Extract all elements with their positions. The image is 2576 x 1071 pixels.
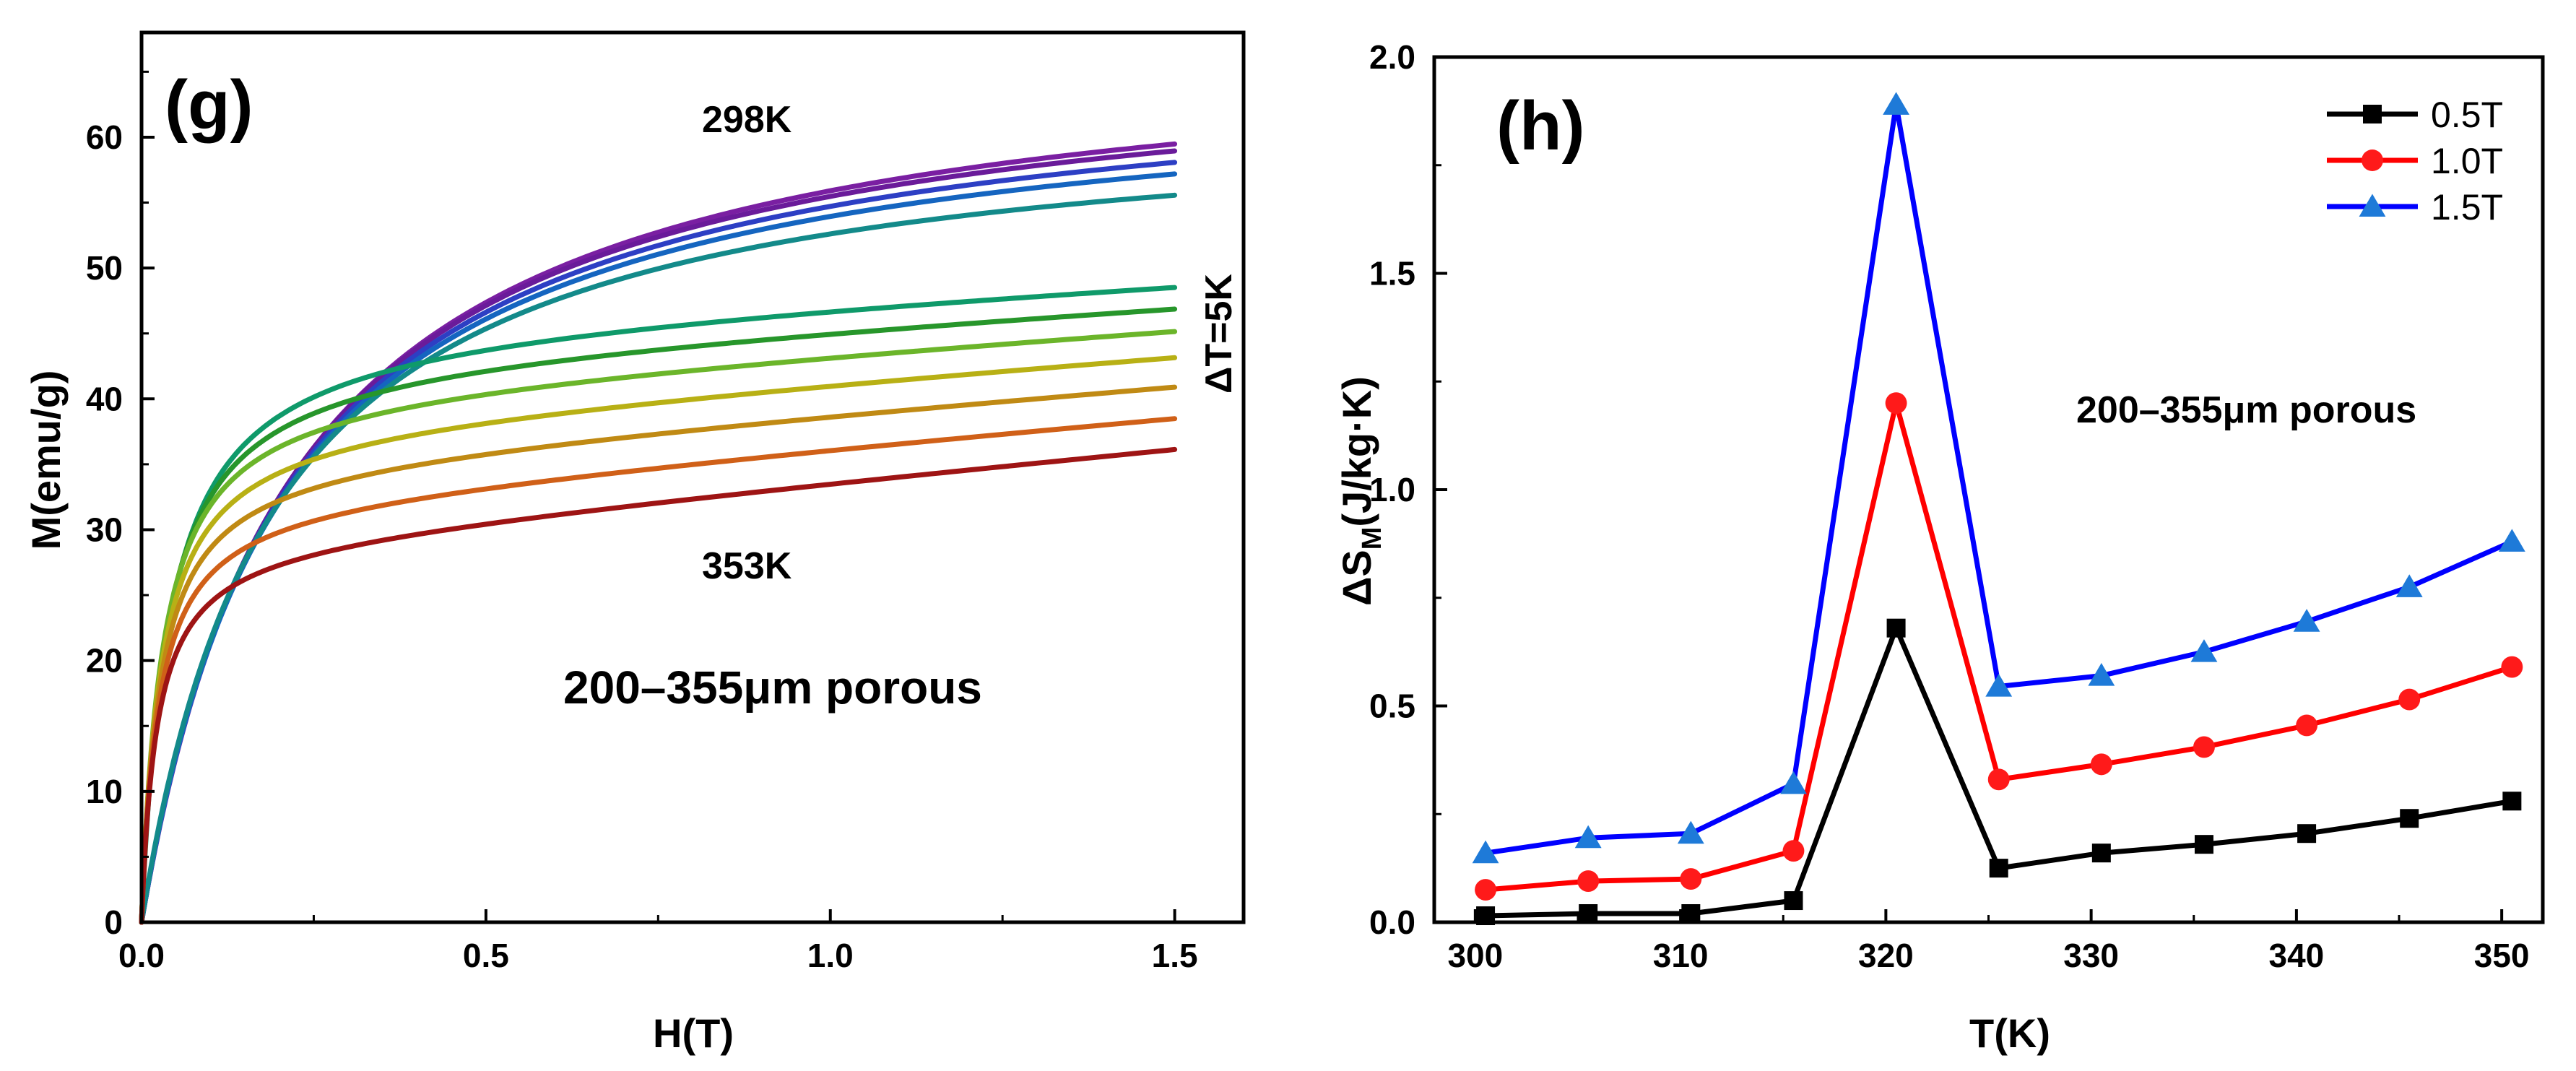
h-marker-1.5T bbox=[1985, 673, 2013, 697]
h-y-tick-label: 2.0 bbox=[1369, 38, 1415, 76]
h-legend-marker-1.5T bbox=[2359, 194, 2386, 217]
g-x-tick-label: 1.5 bbox=[1152, 937, 1198, 974]
h-marker-1.5T bbox=[2498, 529, 2525, 552]
h-marker-1.5T bbox=[2293, 609, 2320, 632]
g-y-tick-label: 50 bbox=[86, 249, 123, 287]
h-series-markers bbox=[1472, 92, 2525, 926]
h-marker-0.5T bbox=[1989, 859, 2008, 878]
h-marker-1.0T bbox=[1987, 768, 2010, 791]
h-marker-1.0T bbox=[1680, 868, 1702, 890]
h-legend: 0.5T 1.0T 1.5T bbox=[2327, 95, 2503, 227]
h-marker-1.5T bbox=[2190, 639, 2218, 662]
h-marker-0.5T bbox=[1886, 618, 1906, 638]
h-marker-1.5T bbox=[1574, 825, 1602, 849]
g-y-tick-label: 0 bbox=[104, 903, 123, 941]
g-y-tick-label: 10 bbox=[86, 773, 123, 810]
h-y-axis-title: ΔSM(J/kg·K) bbox=[1334, 376, 1387, 606]
h-marker-0.5T bbox=[2400, 809, 2419, 828]
h-x-tick-label: 320 bbox=[1858, 937, 1914, 974]
g-annotation-353k: 353K bbox=[702, 545, 792, 587]
g-x-axis-title: H(T) bbox=[653, 1010, 734, 1056]
g-curve-333K bbox=[139, 329, 1178, 925]
g-curve-318K bbox=[139, 192, 1178, 925]
g-curve-338K bbox=[139, 355, 1178, 925]
h-axis-ticks: 300 310 320 330 340 350 0.0 0.5 1.0 1.5 2.0 bbox=[1369, 38, 2529, 974]
h-x-axis-title: T(K) bbox=[1969, 1010, 2050, 1056]
h-y-axis-title-main: ΔS bbox=[1334, 550, 1379, 606]
h-y-tick-label: 1.0 bbox=[1369, 471, 1415, 508]
h-marker-0.5T bbox=[2194, 835, 2213, 854]
g-x-tick-label: 0.0 bbox=[118, 937, 165, 974]
h-x-tick-label: 340 bbox=[2269, 937, 2325, 974]
g-curve-343K bbox=[139, 384, 1178, 925]
g-annotation-delta-t: ΔT=5K bbox=[1198, 274, 1240, 394]
h-marker-1.0T bbox=[2501, 656, 2523, 678]
h-y-axis-title-sub: M bbox=[1357, 527, 1387, 550]
h-marker-1.0T bbox=[1577, 870, 1600, 893]
h-annotation-sample: 200–355μm porous bbox=[2076, 389, 2416, 431]
h-x-tick-label: 330 bbox=[2063, 937, 2119, 974]
h-legend-label-1.0T: 1.0T bbox=[2431, 141, 2503, 181]
h-y-axis-title-rest: (J/kg·K) bbox=[1334, 376, 1379, 526]
g-curve-328K bbox=[139, 306, 1178, 925]
g-curves bbox=[139, 141, 1178, 925]
h-marker-1.0T bbox=[1475, 879, 1497, 901]
h-marker-1.0T bbox=[2398, 688, 2421, 711]
h-marker-1.0T bbox=[2090, 753, 2112, 776]
h-marker-1.5T bbox=[2395, 574, 2423, 597]
h-marker-1.0T bbox=[2296, 714, 2318, 737]
h-marker-0.5T bbox=[1681, 904, 1701, 924]
h-marker-0.5T bbox=[2091, 844, 2111, 863]
g-panel-label: (g) bbox=[165, 66, 253, 144]
h-x-tick-label: 310 bbox=[1653, 937, 1709, 974]
h-marker-1.0T bbox=[2193, 736, 2215, 758]
h-marker-0.5T bbox=[2297, 824, 2317, 844]
g-y-tick-label: 40 bbox=[86, 380, 123, 417]
g-x-tick-label: 1.0 bbox=[807, 937, 854, 974]
h-y-tick-label: 0.0 bbox=[1369, 903, 1415, 941]
g-curve-353K bbox=[139, 446, 1178, 925]
panel-h-entropy-chart: 300 310 320 330 340 350 0.0 0.5 1.0 1.5 2.0 (h) 20… bbox=[1334, 38, 2545, 1056]
h-panel-label: (h) bbox=[1496, 87, 1585, 165]
h-x-tick-label: 300 bbox=[1447, 937, 1503, 974]
g-y-tick-label: 60 bbox=[86, 118, 123, 156]
h-marker-1.5T bbox=[1883, 92, 1910, 115]
h-marker-0.5T bbox=[1579, 904, 1598, 924]
g-annotation-sample: 200–355μm porous bbox=[563, 662, 982, 714]
h-marker-0.5T bbox=[2502, 792, 2522, 811]
h-marker-1.0T bbox=[1782, 840, 1805, 862]
h-marker-0.5T bbox=[1784, 891, 1803, 911]
h-marker-1.5T bbox=[2088, 663, 2115, 686]
h-y-tick-label: 1.5 bbox=[1369, 255, 1415, 292]
g-curve-348K bbox=[139, 416, 1178, 925]
h-marker-1.0T bbox=[1885, 392, 1907, 415]
h-x-tick-label: 350 bbox=[2474, 937, 2530, 974]
g-y-axis-title: M(emu/g) bbox=[23, 370, 69, 550]
h-legend-marker-0.5T bbox=[2363, 105, 2382, 123]
g-x-tick-label: 0.5 bbox=[463, 937, 509, 974]
g-annotation-298k: 298K bbox=[702, 99, 792, 141]
h-legend-marker-1.0T bbox=[2362, 149, 2383, 171]
h-legend-label-0.5T: 0.5T bbox=[2431, 95, 2503, 135]
g-plot-frame bbox=[139, 30, 1246, 924]
h-marker-1.5T bbox=[1472, 840, 1499, 864]
h-y-tick-label: 0.5 bbox=[1369, 688, 1415, 725]
h-marker-1.5T bbox=[1677, 820, 1704, 844]
g-y-tick-label: 30 bbox=[86, 511, 123, 548]
h-legend-label-1.5T: 1.5T bbox=[2431, 187, 2503, 227]
g-y-tick-label: 20 bbox=[86, 642, 123, 680]
h-marker-1.5T bbox=[1780, 771, 1807, 794]
g-axis-ticks: 0.0 0.5 1.0 1.5 0 10 20 30 40 50 60 bbox=[86, 70, 1198, 974]
